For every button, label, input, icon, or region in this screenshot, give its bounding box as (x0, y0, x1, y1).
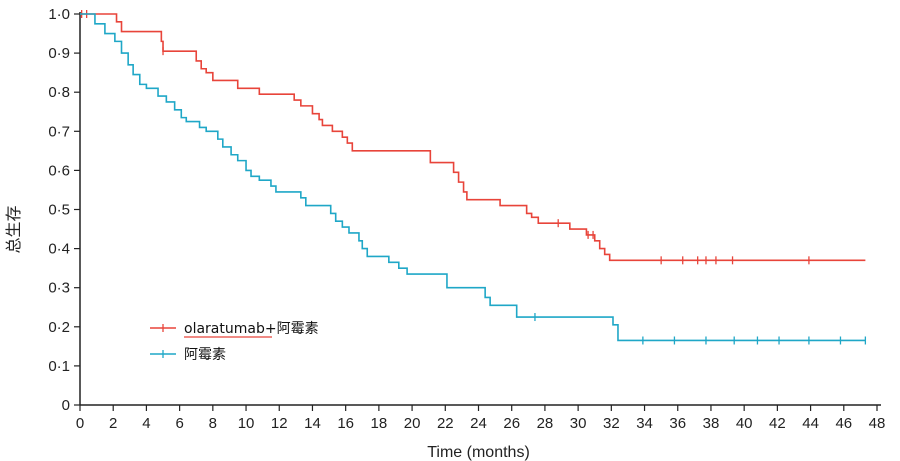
x-tick-label: 20 (404, 415, 421, 432)
series-layer (80, 10, 867, 345)
x-tick-label: 32 (603, 415, 620, 432)
y-ticks: 0 0·1 0·2 0·3 0·4 0·5 0·6 0·7 0·8 0·9 1·0 (48, 6, 80, 414)
y-tick-label: 1·0 (48, 6, 70, 23)
x-tick-label: 42 (769, 415, 786, 432)
series-line (80, 13, 866, 262)
y-tick-label: 0·2 (48, 319, 70, 336)
x-tick-label: 36 (669, 415, 686, 432)
x-tick-label: 18 (371, 415, 388, 432)
legend-item-2: 阿霉素 (150, 347, 226, 363)
x-ticks: 0 2 4 6 8 10 12 14 16 18 20 22 24 26 28 30 32 34 36 38 40 42 4… (76, 405, 886, 432)
y-tick-label: 0 (62, 397, 70, 414)
x-tick-label: 16 (337, 415, 354, 432)
series-1 (80, 10, 866, 265)
x-tick-label: 44 (802, 415, 819, 432)
x-tick-label: 12 (271, 415, 288, 432)
x-tick-label: 48 (869, 415, 886, 432)
x-tick-label: 28 (537, 415, 554, 432)
y-axis-title: 总生存 (5, 205, 23, 253)
y-tick-label: 0·9 (48, 45, 70, 62)
legend-label: 阿霉素 (184, 347, 226, 363)
y-tick-label: 0·7 (48, 123, 70, 140)
x-tick-label: 0 (76, 415, 84, 432)
x-tick-label: 26 (503, 415, 520, 432)
y-tick-label: 0·3 (48, 280, 70, 297)
axes (79, 12, 881, 406)
legend-item-1: olaratumab+阿霉素 (150, 321, 319, 337)
series-line (80, 13, 866, 342)
x-tick-label: 8 (209, 415, 217, 432)
x-tick-label: 4 (142, 415, 150, 432)
y-tick-label: 0·6 (48, 162, 70, 179)
x-tick-label: 6 (175, 415, 183, 432)
x-axis-title: Time (months) (427, 444, 530, 461)
y-tick-label: 0·1 (48, 358, 70, 375)
x-tick-label: 38 (703, 415, 720, 432)
x-tick-label: 34 (636, 415, 653, 432)
x-tick-label: 40 (736, 415, 753, 432)
x-tick-label: 30 (570, 415, 587, 432)
x-tick-label: 46 (835, 415, 852, 432)
x-tick-label: 24 (470, 415, 487, 432)
x-tick-label: 2 (109, 415, 117, 432)
series-2 (80, 13, 867, 345)
y-tick-label: 0·4 (48, 241, 70, 258)
y-tick-label: 0·8 (48, 84, 70, 101)
x-tick-label: 10 (238, 415, 255, 432)
x-tick-label: 22 (437, 415, 454, 432)
y-tick-label: 0·5 (48, 202, 70, 219)
x-tick-label: 14 (304, 415, 321, 432)
legend-label: olaratumab+阿霉素 (184, 321, 319, 337)
